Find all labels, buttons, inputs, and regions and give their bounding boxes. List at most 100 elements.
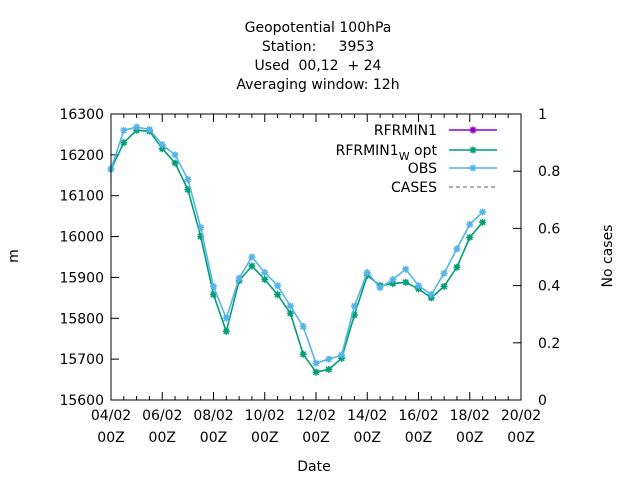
series-point-2 bbox=[224, 316, 229, 321]
series-point-1 bbox=[121, 140, 127, 145]
y-tick-label: 16200 bbox=[59, 148, 104, 164]
series-point-2 bbox=[339, 352, 344, 358]
series-point-2 bbox=[352, 303, 357, 309]
series-point-1 bbox=[172, 160, 178, 166]
legend-marker-1 bbox=[470, 147, 476, 153]
series-point-2 bbox=[262, 270, 267, 275]
x-tick-label-time: 00Z bbox=[456, 430, 483, 446]
series-point-1 bbox=[224, 329, 229, 334]
x-tick-label-date: 20/02 bbox=[501, 408, 541, 424]
legend-label-3: CASES bbox=[391, 180, 437, 196]
y-tick-label: 15900 bbox=[59, 270, 104, 286]
series-point-2 bbox=[416, 283, 421, 288]
series-point-1 bbox=[326, 367, 332, 372]
y2-tick-label: 0.4 bbox=[538, 279, 560, 295]
axis-ticks: 15600 15700 15800 15900 16000 16100 16200 16300… bbox=[59, 107, 560, 446]
series-point-2 bbox=[198, 225, 203, 230]
y2-tick-label: 0.2 bbox=[538, 336, 560, 352]
title-line-1: Geopotential 100hPa bbox=[245, 20, 392, 36]
series-point-2 bbox=[121, 128, 127, 133]
x-tick-label-time: 00Z bbox=[97, 430, 124, 446]
x-tick-label-time: 00Z bbox=[149, 430, 176, 446]
x-tick-label-time: 00Z bbox=[405, 430, 432, 446]
y-tick-label: 15700 bbox=[59, 352, 104, 368]
x-tick-label-time: 00Z bbox=[507, 430, 534, 446]
series-point-2 bbox=[275, 283, 280, 288]
series-point-2 bbox=[326, 356, 332, 362]
x-tick-label-date: 06/02 bbox=[142, 408, 182, 424]
x-tick-label-date: 14/02 bbox=[347, 408, 387, 424]
title-line-2: Station: 3953 bbox=[262, 39, 374, 55]
legend-label-2: OBS bbox=[408, 161, 437, 177]
series-point-2 bbox=[429, 292, 434, 297]
x-tick-label-time: 00Z bbox=[200, 430, 227, 446]
y2-tick-label: 0.6 bbox=[538, 221, 560, 237]
x-tick-label-date: 04/02 bbox=[91, 408, 131, 424]
chart-title: Geopotential 100hPa Station: 3953 Used 0… bbox=[236, 20, 399, 93]
legend-label-1: RFRMIN1W opt bbox=[336, 143, 438, 163]
x-tick-label-date: 18/02 bbox=[450, 408, 490, 424]
series-point-2 bbox=[467, 222, 472, 227]
title-line-4: Averaging window: 12h bbox=[236, 77, 399, 93]
series-point-1 bbox=[211, 292, 216, 297]
series-point-1 bbox=[441, 284, 447, 289]
series-point-2 bbox=[390, 277, 396, 282]
series-point-1 bbox=[185, 187, 191, 192]
series-point-2 bbox=[377, 285, 383, 290]
series-point-2 bbox=[300, 324, 306, 329]
series-point-2 bbox=[172, 152, 178, 158]
series-point-2 bbox=[236, 276, 242, 281]
series-point-2 bbox=[147, 127, 152, 132]
series-point-1 bbox=[480, 220, 485, 225]
series-point-1 bbox=[313, 370, 319, 375]
y2-tick-label: 0.8 bbox=[538, 164, 560, 180]
series-point-2 bbox=[480, 209, 485, 215]
series-point-1 bbox=[275, 292, 280, 297]
series-point-1 bbox=[262, 277, 267, 282]
legend-marker-2 bbox=[470, 165, 476, 171]
legend-label-0: RFRMIN1 bbox=[374, 123, 437, 139]
series-point-1 bbox=[454, 265, 460, 270]
series-point-1 bbox=[467, 235, 472, 240]
y2-tick-label: 0 bbox=[538, 393, 547, 409]
series-point-2 bbox=[365, 270, 370, 275]
x-tick-label-time: 00Z bbox=[251, 430, 278, 446]
series-point-2 bbox=[185, 177, 191, 182]
x-tick-label-date: 16/02 bbox=[398, 408, 438, 424]
legend-marker-0 bbox=[470, 127, 476, 133]
series-point-2 bbox=[249, 254, 255, 260]
x-tick-label-date: 12/02 bbox=[296, 408, 336, 424]
y-tick-label: 16000 bbox=[59, 230, 104, 246]
series-point-2 bbox=[134, 124, 139, 130]
x-tick-label-date: 08/02 bbox=[193, 408, 233, 424]
x-tick-label-time: 00Z bbox=[302, 430, 329, 446]
series-point-1 bbox=[288, 311, 293, 316]
series-point-1 bbox=[403, 280, 408, 285]
y-axis-label: m bbox=[6, 249, 22, 263]
series-point-2 bbox=[441, 271, 447, 276]
series-point-1 bbox=[160, 146, 165, 151]
y-tick-label: 16300 bbox=[59, 107, 104, 123]
series-point-2 bbox=[454, 246, 460, 252]
y2-tick-label: 1 bbox=[538, 107, 547, 123]
y-tick-label: 15600 bbox=[59, 393, 104, 409]
title-line-3: Used 00,12 + 24 bbox=[255, 58, 382, 74]
y-tick-label: 16100 bbox=[59, 189, 104, 205]
series-point-1 bbox=[352, 312, 357, 318]
series-point-1 bbox=[249, 263, 255, 269]
series-point-2 bbox=[403, 267, 408, 272]
x-axis-label: Date bbox=[297, 459, 330, 475]
x-tick-label-time: 00Z bbox=[354, 430, 381, 446]
x-tick-label-date: 10/02 bbox=[245, 408, 285, 424]
series-point-2 bbox=[211, 284, 216, 289]
series-point-1 bbox=[390, 281, 396, 286]
series-point-2 bbox=[288, 303, 293, 309]
y-tick-label: 15800 bbox=[59, 311, 104, 327]
plot-frame bbox=[110, 113, 522, 401]
series-point-2 bbox=[313, 361, 319, 366]
series-point-2 bbox=[160, 142, 165, 147]
series-point-1 bbox=[300, 352, 306, 357]
y2-axis-label: No cases bbox=[600, 225, 616, 288]
